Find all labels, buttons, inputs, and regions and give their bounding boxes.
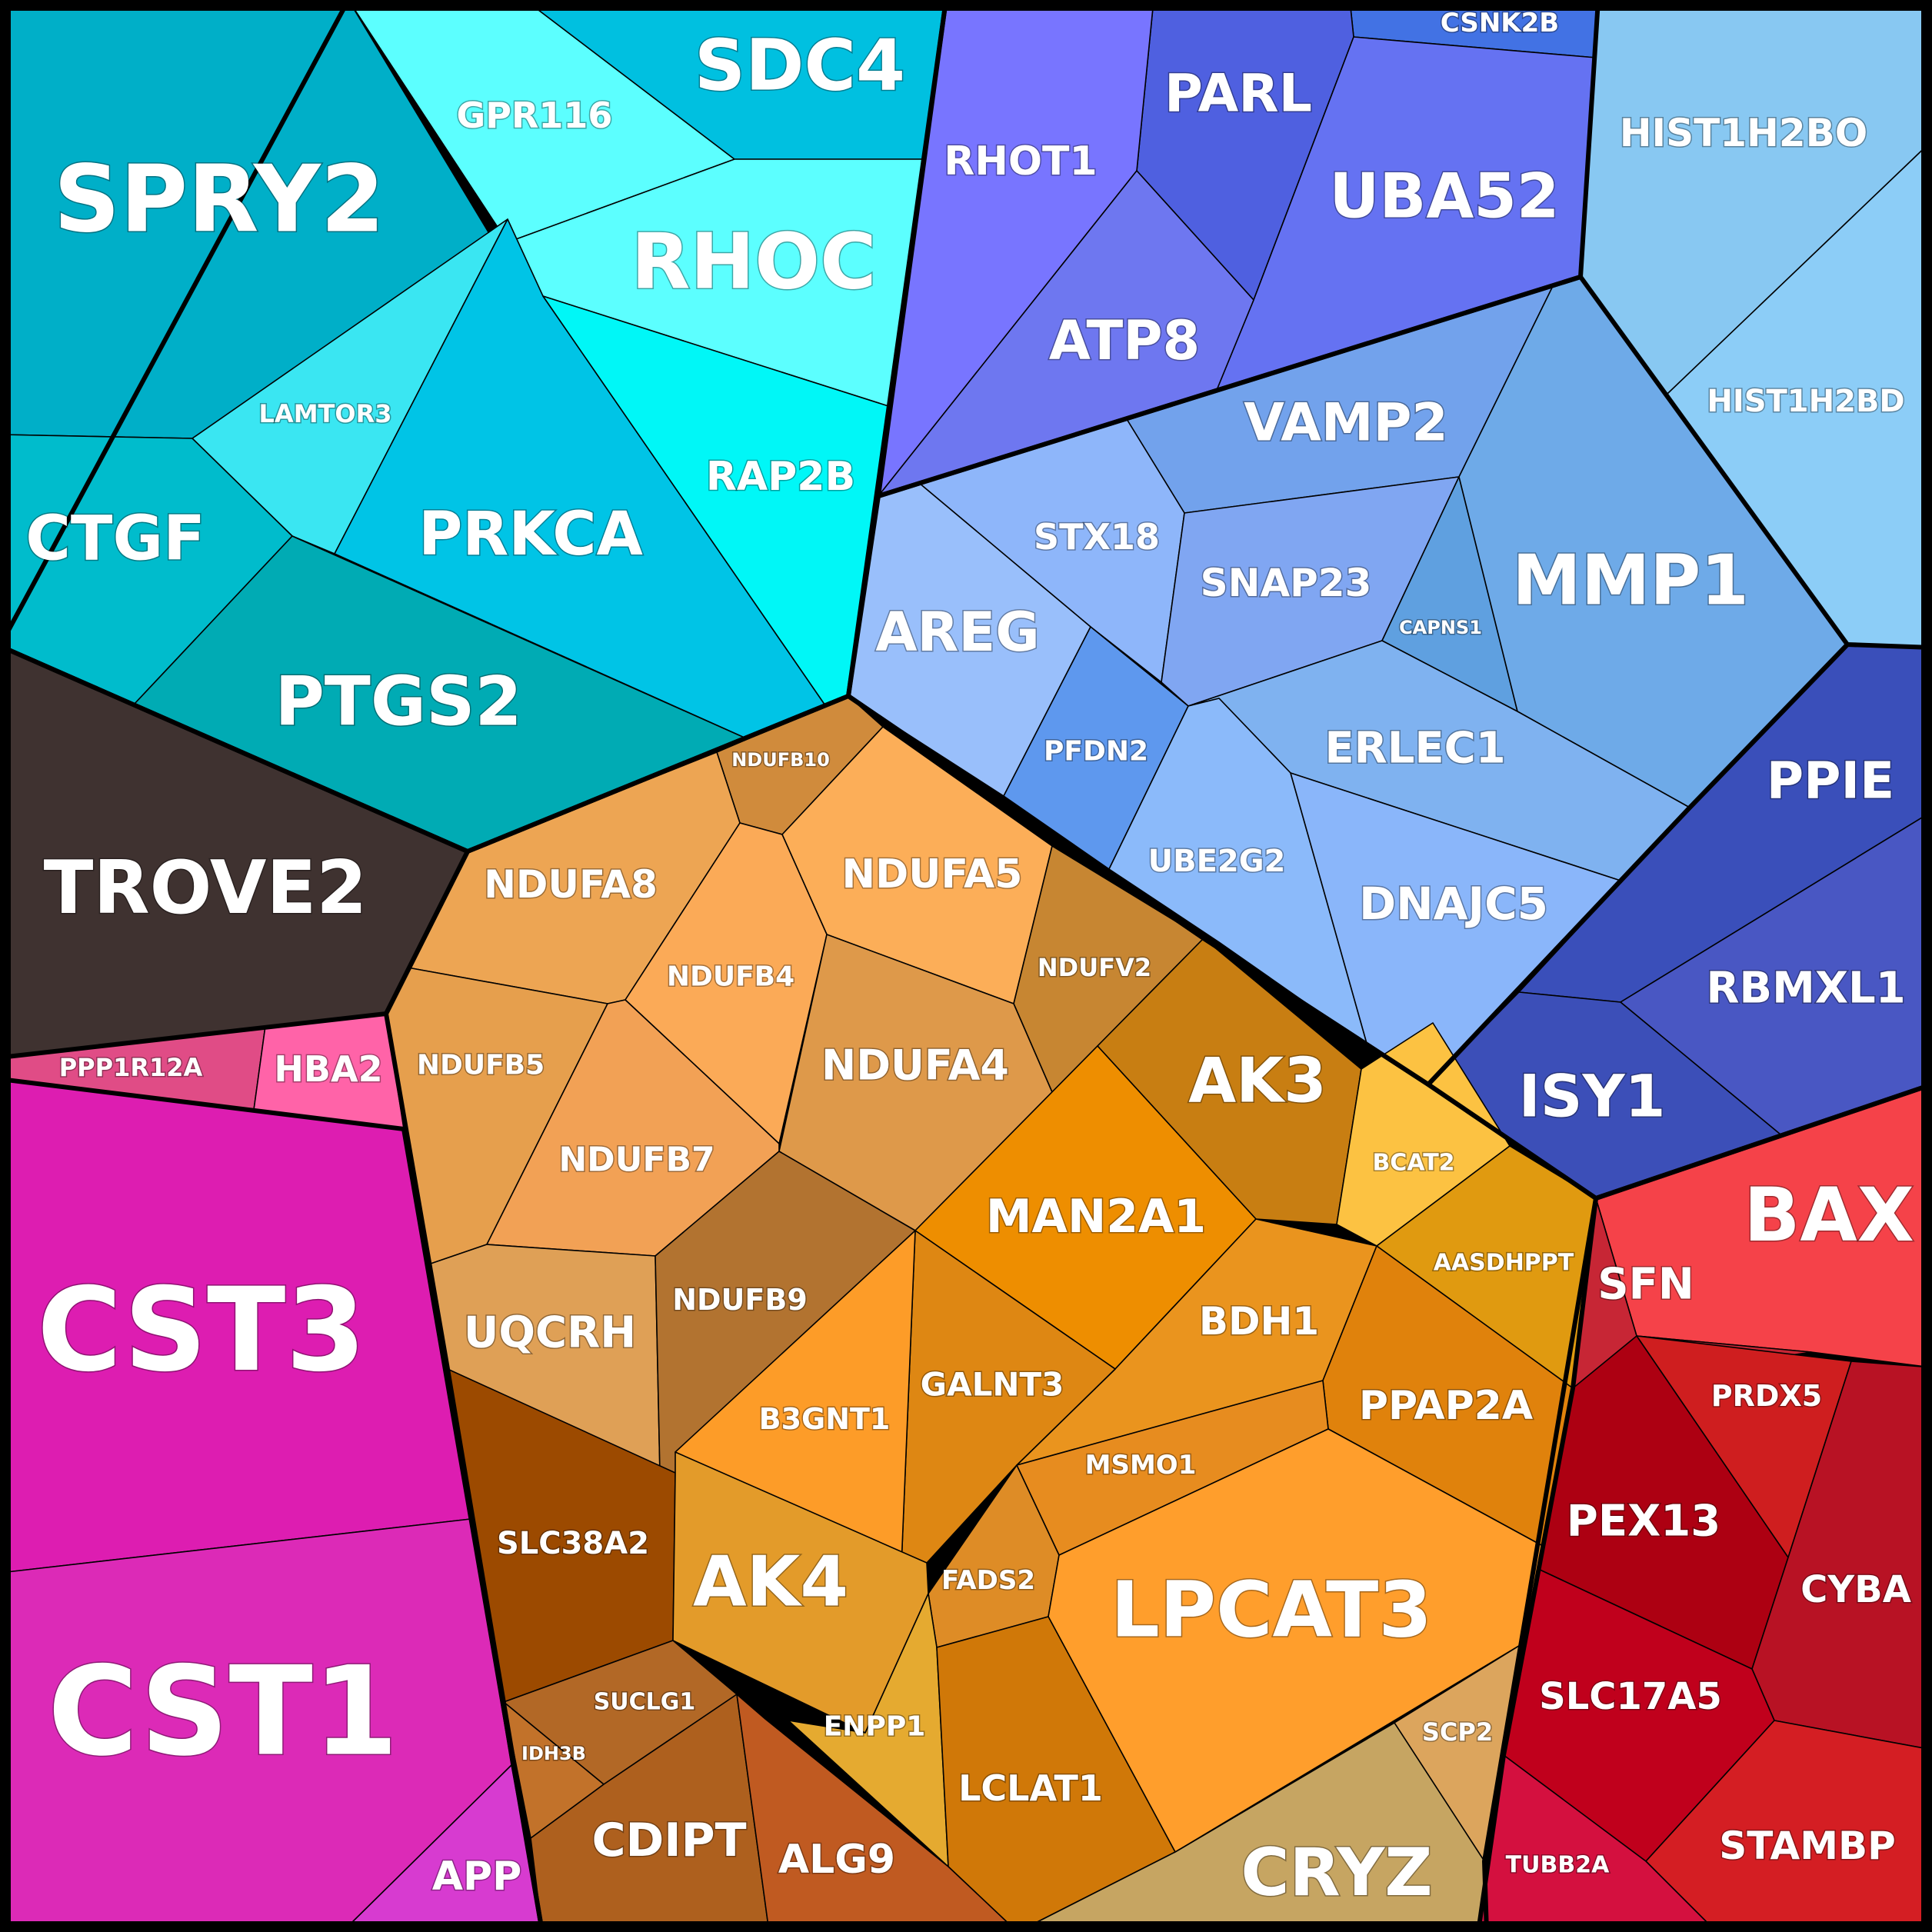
label-ndufb7: NDUFB7: [558, 1141, 715, 1180]
label-hist1h2bo: HIST1H2BO: [1620, 111, 1868, 155]
label-capns1: CAPNS1: [1399, 617, 1482, 638]
label-ndufa5: NDUFA5: [842, 851, 1023, 898]
label-ak3: AK3: [1188, 1045, 1327, 1117]
label-ndufb5: NDUFB5: [417, 1050, 545, 1081]
cell-ndufb4: [625, 822, 828, 1144]
label-sfn: SFN: [1597, 1260, 1694, 1310]
label-atp8: ATP8: [1049, 309, 1201, 372]
label-man2a1: MAN2A1: [986, 1190, 1206, 1244]
label-ppie: PPIE: [1767, 751, 1894, 811]
label-app: APP: [432, 1854, 521, 1900]
label-idh3b: IDH3B: [521, 1743, 586, 1764]
label-bax: BAX: [1744, 1172, 1914, 1258]
label-sdc4: SDC4: [695, 25, 905, 107]
label-slc17a5: SLC17A5: [1539, 1675, 1722, 1718]
group-border-magenta: [0, 1077, 545, 1932]
label-ndufa4: NDUFA4: [821, 1041, 1009, 1090]
label-enpp1: ENPP1: [824, 1711, 926, 1743]
label-prdx5: PRDX5: [1711, 1379, 1822, 1413]
label-alg9: ALG9: [778, 1837, 895, 1883]
label-cst3: CST3: [37, 1264, 366, 1397]
label-parl: PARL: [1164, 64, 1312, 125]
label-rbmxl1: RBMXL1: [1706, 964, 1905, 1014]
label-stambp: STAMBP: [1719, 1824, 1895, 1868]
label-lamtor3: LAMTOR3: [259, 399, 392, 428]
label-bcat2: BCAT2: [1372, 1150, 1454, 1177]
label-pfdn2: PFDN2: [1044, 736, 1148, 768]
label-tubb2a: TUBB2A: [1506, 1852, 1610, 1879]
label-aasdhppt: AASDHPPT: [1434, 1250, 1574, 1277]
cell-stambp: [1645, 1720, 1932, 1932]
label-ube2g2: UBE2G2: [1148, 844, 1286, 879]
label-prkca: PRKCA: [418, 500, 643, 569]
label-ndufb9: NDUFB9: [672, 1283, 808, 1317]
label-slc38a2: SLC38A2: [497, 1526, 649, 1561]
label-ptgs2: PTGS2: [275, 662, 521, 741]
label-ndufb10: NDUFB10: [731, 749, 830, 771]
label-ppp1r12a: PPP1R12A: [59, 1053, 203, 1082]
label-csnk2b: CSNK2B: [1441, 8, 1559, 38]
label-uqcrh: UQCRH: [464, 1308, 636, 1358]
label-mmp1: MMP1: [1512, 541, 1749, 621]
label-ndufv2: NDUFV2: [1038, 953, 1151, 982]
cell-alg9: [736, 1694, 1018, 1932]
label-msmo1: MSMO1: [1085, 1450, 1197, 1481]
label-b3gnt1: B3GNT1: [759, 1402, 891, 1436]
label-stx18: STX18: [1034, 516, 1160, 558]
labels-layer: SPRY2 GPR116 SDC4 RHOC LAMTOR3 PRKCA RAP2B CTGF…: [25, 7, 1916, 1913]
label-hist1h2bd: HIST1H2BD: [1707, 384, 1904, 419]
label-uba52: UBA52: [1329, 161, 1559, 232]
label-bdh1: BDH1: [1199, 1299, 1319, 1344]
label-fads2: FADS2: [941, 1565, 1035, 1596]
label-cdipt: CDIPT: [591, 1814, 746, 1867]
label-ppap2a: PPAP2A: [1359, 1383, 1533, 1429]
label-spry2: SPRY2: [54, 147, 385, 254]
label-vamp2: VAMP2: [1244, 393, 1447, 454]
label-ctgf: CTGF: [25, 503, 205, 575]
group-border-red: [1476, 1082, 1932, 1932]
group-border-navy: [1426, 642, 1932, 1201]
label-ndufb4: NDUFB4: [667, 961, 794, 993]
label-suclg1: SUCLG1: [594, 1689, 696, 1716]
label-areg: AREG: [875, 601, 1039, 664]
label-scp2: SCP2: [1422, 1717, 1493, 1747]
label-ndufa8: NDUFA8: [484, 862, 658, 907]
label-trove2: TROVE2: [44, 846, 368, 931]
label-gpr116: GPR116: [457, 95, 613, 136]
label-cst1: CST1: [48, 1640, 398, 1784]
label-rhoc: RHOC: [631, 217, 876, 307]
label-ak4: AK4: [693, 1542, 848, 1623]
label-dnajc5: DNAJC5: [1359, 878, 1548, 930]
label-isy1: ISY1: [1519, 1062, 1666, 1131]
label-erlec1: ERLEC1: [1324, 724, 1505, 774]
label-hba2: HBA2: [274, 1048, 382, 1090]
label-lclat1: LCLAT1: [958, 1767, 1103, 1809]
label-cyba: CYBA: [1800, 1568, 1911, 1611]
label-galnt3: GALNT3: [921, 1366, 1064, 1404]
label-snap23: SNAP23: [1201, 561, 1372, 605]
label-lpcat3: LPCAT3: [1111, 1565, 1432, 1655]
label-pex13: PEX13: [1567, 1497, 1720, 1547]
label-rhot1: RHOT1: [944, 138, 1097, 185]
label-cryz: CRYZ: [1241, 1834, 1432, 1911]
label-rap2b: RAP2B: [706, 454, 855, 500]
group-border-orange: [384, 694, 1598, 1932]
